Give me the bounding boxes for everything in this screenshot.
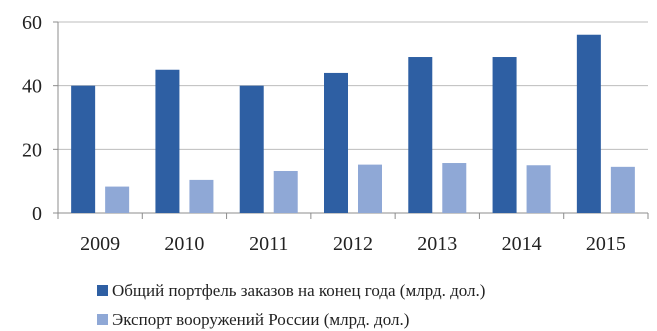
bar-series-2-2013 (442, 163, 467, 213)
bar-series-2-2011 (273, 170, 298, 213)
legend-label-series-2: Экспорт вооружений России (млрд. дол.) (112, 310, 409, 329)
bar-series-2-2010 (189, 179, 214, 213)
axes (53, 21, 649, 219)
bar-series-1-2015 (576, 34, 601, 213)
legend-swatch-series-2 (97, 314, 108, 325)
legend-swatch-series-1 (97, 285, 108, 296)
y-tick-label-20: 20 (22, 139, 42, 161)
gridlines (58, 21, 648, 150)
x-tick-label-2009: 2009 (80, 233, 120, 255)
x-tick-label-2012: 2012 (333, 233, 373, 255)
legend-label-series-1: Общий портфель заказов на конец года (мл… (112, 281, 485, 300)
bar-series-1-2010 (155, 69, 180, 213)
bar-series-1-2009 (71, 85, 96, 213)
bars (71, 34, 635, 214)
y-tick-label-60: 60 (22, 12, 42, 34)
x-tick-label-2011: 2011 (249, 233, 288, 255)
x-tick-label-2015: 2015 (586, 233, 626, 255)
bar-series-1-2012 (324, 72, 348, 213)
y-tick-labels: 0 20 40 60 (22, 12, 42, 225)
y-tick-label-40: 40 (22, 76, 42, 98)
bar-series-2-2014 (526, 165, 551, 213)
x-tick-label-2014: 2014 (502, 233, 542, 255)
x-tick-labels: 2009 2010 2011 2012 2013 2014 2015 (80, 233, 626, 255)
bar-series-2-2009 (105, 186, 130, 213)
bar-series-2-2015 (610, 166, 635, 213)
bar-series-1-2014 (492, 57, 517, 214)
legend: Общий портфель заказов на конец года (мл… (97, 281, 485, 329)
bar-series-1-2013 (408, 57, 433, 214)
x-tick-label-2010: 2010 (164, 233, 204, 255)
y-tick-label-0: 0 (32, 203, 42, 225)
x-tick-label-2013: 2013 (417, 233, 457, 255)
bar-series-2-2012 (358, 164, 382, 213)
bar-series-1-2011 (239, 85, 264, 213)
